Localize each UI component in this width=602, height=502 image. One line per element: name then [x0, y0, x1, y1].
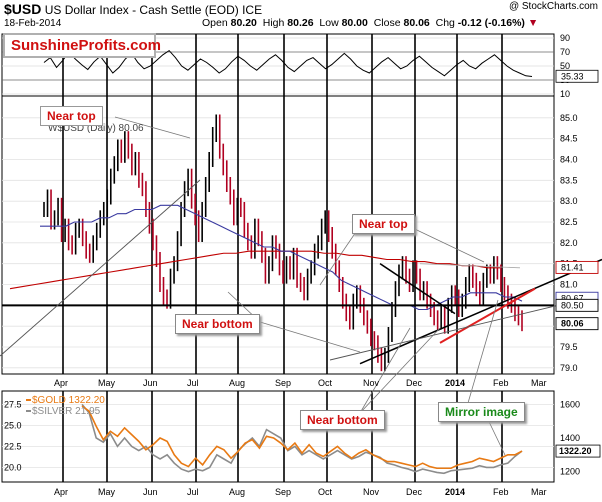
indicator-tick-label: 10 [560, 89, 570, 99]
gold-price-tag [555, 444, 601, 458]
metals-left-tick: 27.5 [4, 399, 22, 409]
price-tag [555, 317, 599, 331]
annotation-pointer [467, 299, 499, 404]
metals-x-tick-label: Apr [54, 487, 68, 497]
ma50-line [40, 204, 523, 311]
metals-x-tick-label: Oct [318, 487, 333, 497]
price-tick-label: 79.0 [560, 363, 578, 373]
price-x-tick-label: Jul [187, 378, 199, 388]
chart-date: 18-Feb-2014 [4, 18, 62, 29]
price-tick-label: 82.5 [560, 217, 578, 227]
falling-trendline [379, 263, 456, 315]
lower-channel-line [329, 299, 581, 361]
red-trendline [439, 287, 536, 344]
metals-x-tick-label: Nov [363, 487, 380, 497]
quote-bar: Open 80.20 High 80.26 Low 80.00 Close 80… [202, 17, 539, 29]
indicator-tick-label: 50 [560, 61, 570, 71]
price-tick-label: 79.5 [560, 342, 578, 352]
gold-line [81, 405, 523, 470]
diagonal-line [0, 179, 201, 357]
metals-x-tick-label: Aug [229, 487, 245, 497]
price-x-tick-label: Dec [406, 378, 423, 388]
price-x-tick-label: Aug [229, 378, 245, 388]
silver-legend: $SILVER 21.95 [32, 406, 101, 417]
metals-x-tick-label: Feb [493, 487, 509, 497]
symbol: $USD [4, 1, 42, 17]
metals-left-tick: 25.0 [4, 420, 22, 430]
instrument-name: US Dollar Index - Cash Settle (EOD) ICE [44, 3, 263, 17]
annotation-pointer [114, 116, 191, 139]
rising-trendline [359, 258, 602, 365]
price-x-tick-label: Feb [493, 378, 509, 388]
annotation-pointer [359, 327, 411, 414]
annotation-near-top-mid: Near top [352, 214, 415, 234]
metals-left-tick: 20.0 [4, 462, 22, 472]
chart-title: $USD US Dollar Index - Cash Settle (EOD)… [4, 1, 262, 17]
price-x-tick-label: May [98, 378, 116, 388]
price-x-tick-label: Jun [143, 378, 158, 388]
metals-right-tick: 1600 [560, 399, 580, 409]
annotation-near-bottom-mid: Near bottom [300, 410, 385, 430]
gold-price-tag-text: 1322.20 [559, 446, 592, 456]
indicator-tick-label: 90 [560, 33, 570, 43]
price-tick-label: 84.0 [560, 155, 578, 165]
indicator-tick-label: 70 [560, 47, 570, 57]
metals-x-tick-label: Dec [406, 487, 423, 497]
gold-legend: $GOLD 1322.20 [32, 395, 105, 406]
stockcharts-brand: @ StockCharts.com [508, 1, 598, 12]
metals-x-tick-label: Jun [143, 487, 158, 497]
price-tick-label: 83.5 [560, 175, 578, 185]
price-tag [555, 298, 599, 312]
annotation-mirror-image: Mirror image [438, 402, 525, 422]
price-panel [1, 95, 555, 375]
annotation-pointer [319, 225, 361, 286]
metals-left-tick: 22.5 [4, 441, 22, 451]
indicator-value-tag [555, 69, 599, 83]
metals-x-tick-label: 2014 [445, 487, 465, 497]
price-series-label: W$USD (Daily) 80.06 [48, 123, 144, 134]
metals-right-tick: 1400 [560, 433, 580, 443]
price-tag-text: 80.50 [561, 300, 584, 310]
indicator-line [43, 49, 533, 77]
price-x-tick-label: Oct [318, 378, 333, 388]
down-triangle-icon: ▼ [527, 17, 539, 29]
price-tick-label: 82.0 [560, 238, 578, 248]
price-x-tick-label: Sep [275, 378, 291, 388]
annotation-pointer [359, 327, 441, 414]
price-tick-label: 81.0 [560, 280, 578, 290]
price-x-tick-label: Nov [363, 378, 380, 388]
indicator-value-text: 35.33 [561, 71, 584, 81]
sunshineprofits-watermark: SunshineProfits.com [3, 33, 161, 58]
metals-x-tick-label: May [98, 487, 116, 497]
metals-right-tick: 1200 [560, 467, 580, 477]
price-x-tick-label: Apr [54, 378, 68, 388]
metals-x-tick-label: Mar [531, 487, 547, 497]
price-tick-label: 84.5 [560, 134, 578, 144]
metals-x-tick-label: Sep [275, 487, 291, 497]
metals-x-tick-label: Jul [187, 487, 199, 497]
annotation-near-bottom-left: Near bottom [175, 314, 260, 334]
price-tag [555, 260, 599, 274]
price-tag-text: 80.06 [561, 319, 584, 329]
top-connector [419, 263, 521, 269]
price-tick-label: 83.0 [560, 196, 578, 206]
price-tick-label: 85.0 [560, 113, 578, 123]
silver-line [81, 403, 523, 475]
price-tag-text: 80.67 [561, 293, 584, 303]
annotation-pointer [259, 321, 361, 353]
price-x-tick-label: Mar [531, 378, 547, 388]
price-x-tick-label: 2014 [445, 378, 465, 388]
annotation-near-top-left: Near top [40, 106, 103, 126]
price-tag-text: 81.41 [561, 262, 584, 272]
